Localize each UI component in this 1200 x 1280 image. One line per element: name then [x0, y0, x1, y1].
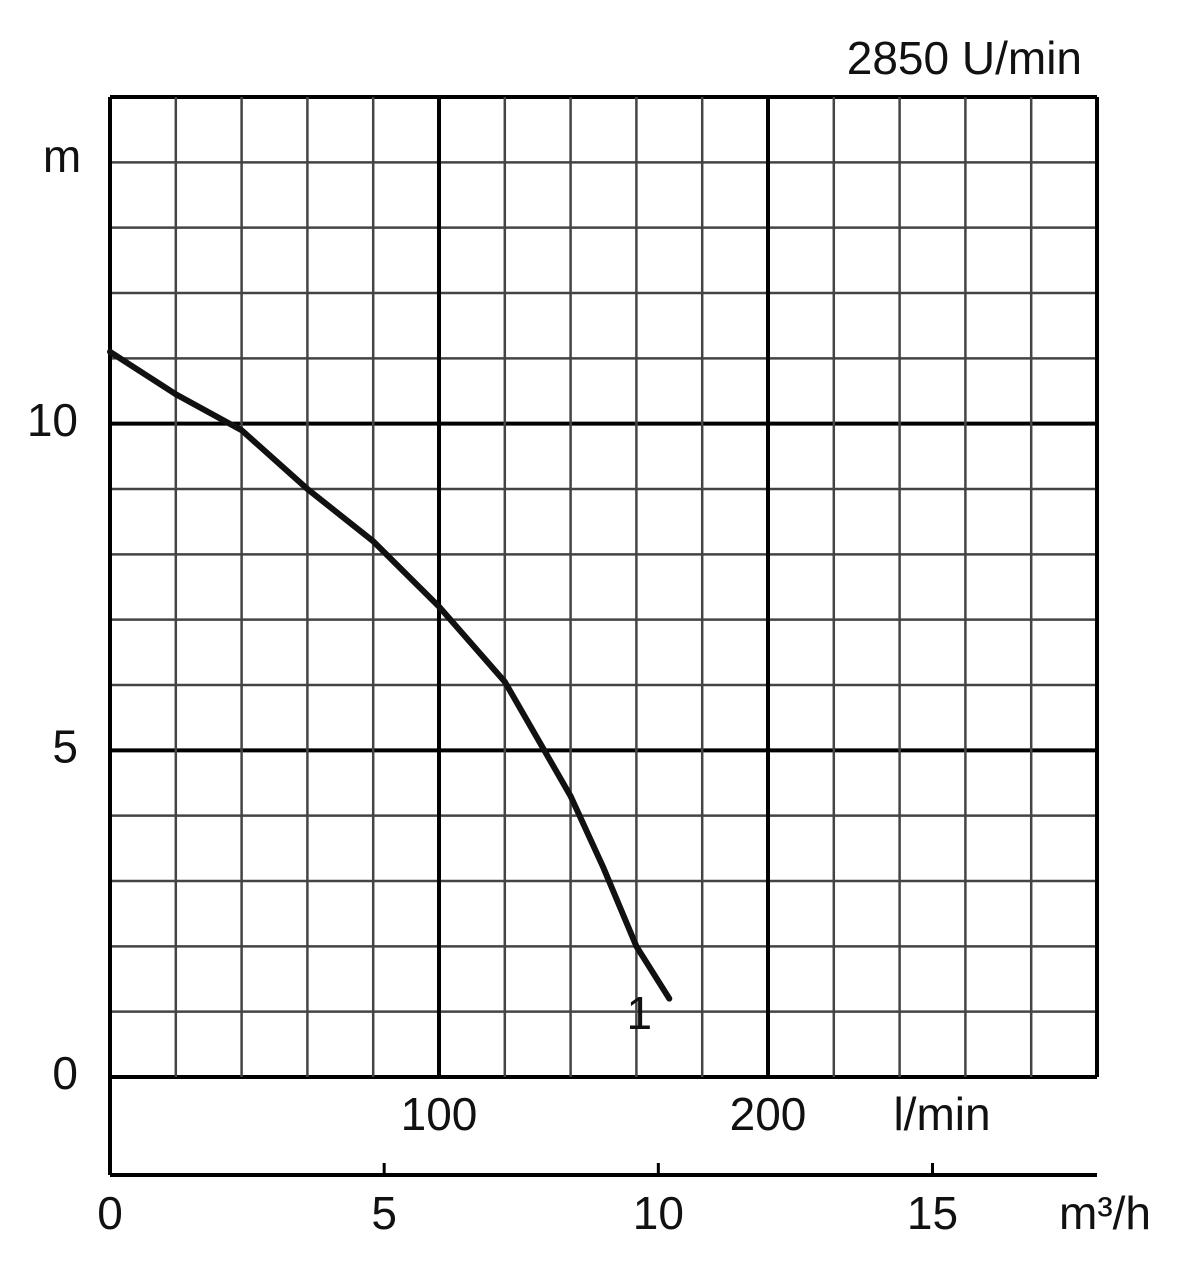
x2-tick-label: 15 [907, 1187, 958, 1239]
x-axis-label: l/min [893, 1088, 990, 1140]
x2-tick-label: 10 [633, 1187, 684, 1239]
x2-tick-label: 5 [371, 1187, 397, 1239]
curve-label: 1 [627, 987, 653, 1039]
curve [107, 348, 673, 1002]
x-tick-label: 200 [730, 1088, 807, 1140]
y-tick-label: 5 [52, 720, 78, 772]
y-tick-label: 10 [27, 394, 78, 446]
chart-title: 2850 U/min [847, 32, 1082, 84]
x2-tick-label: 0 [97, 1187, 123, 1239]
x-tick-label: 100 [401, 1088, 478, 1140]
y-tick-label: 0 [52, 1047, 78, 1099]
x2-axis-label: m³/h [1059, 1187, 1151, 1239]
y-axis-label: m [43, 130, 81, 182]
